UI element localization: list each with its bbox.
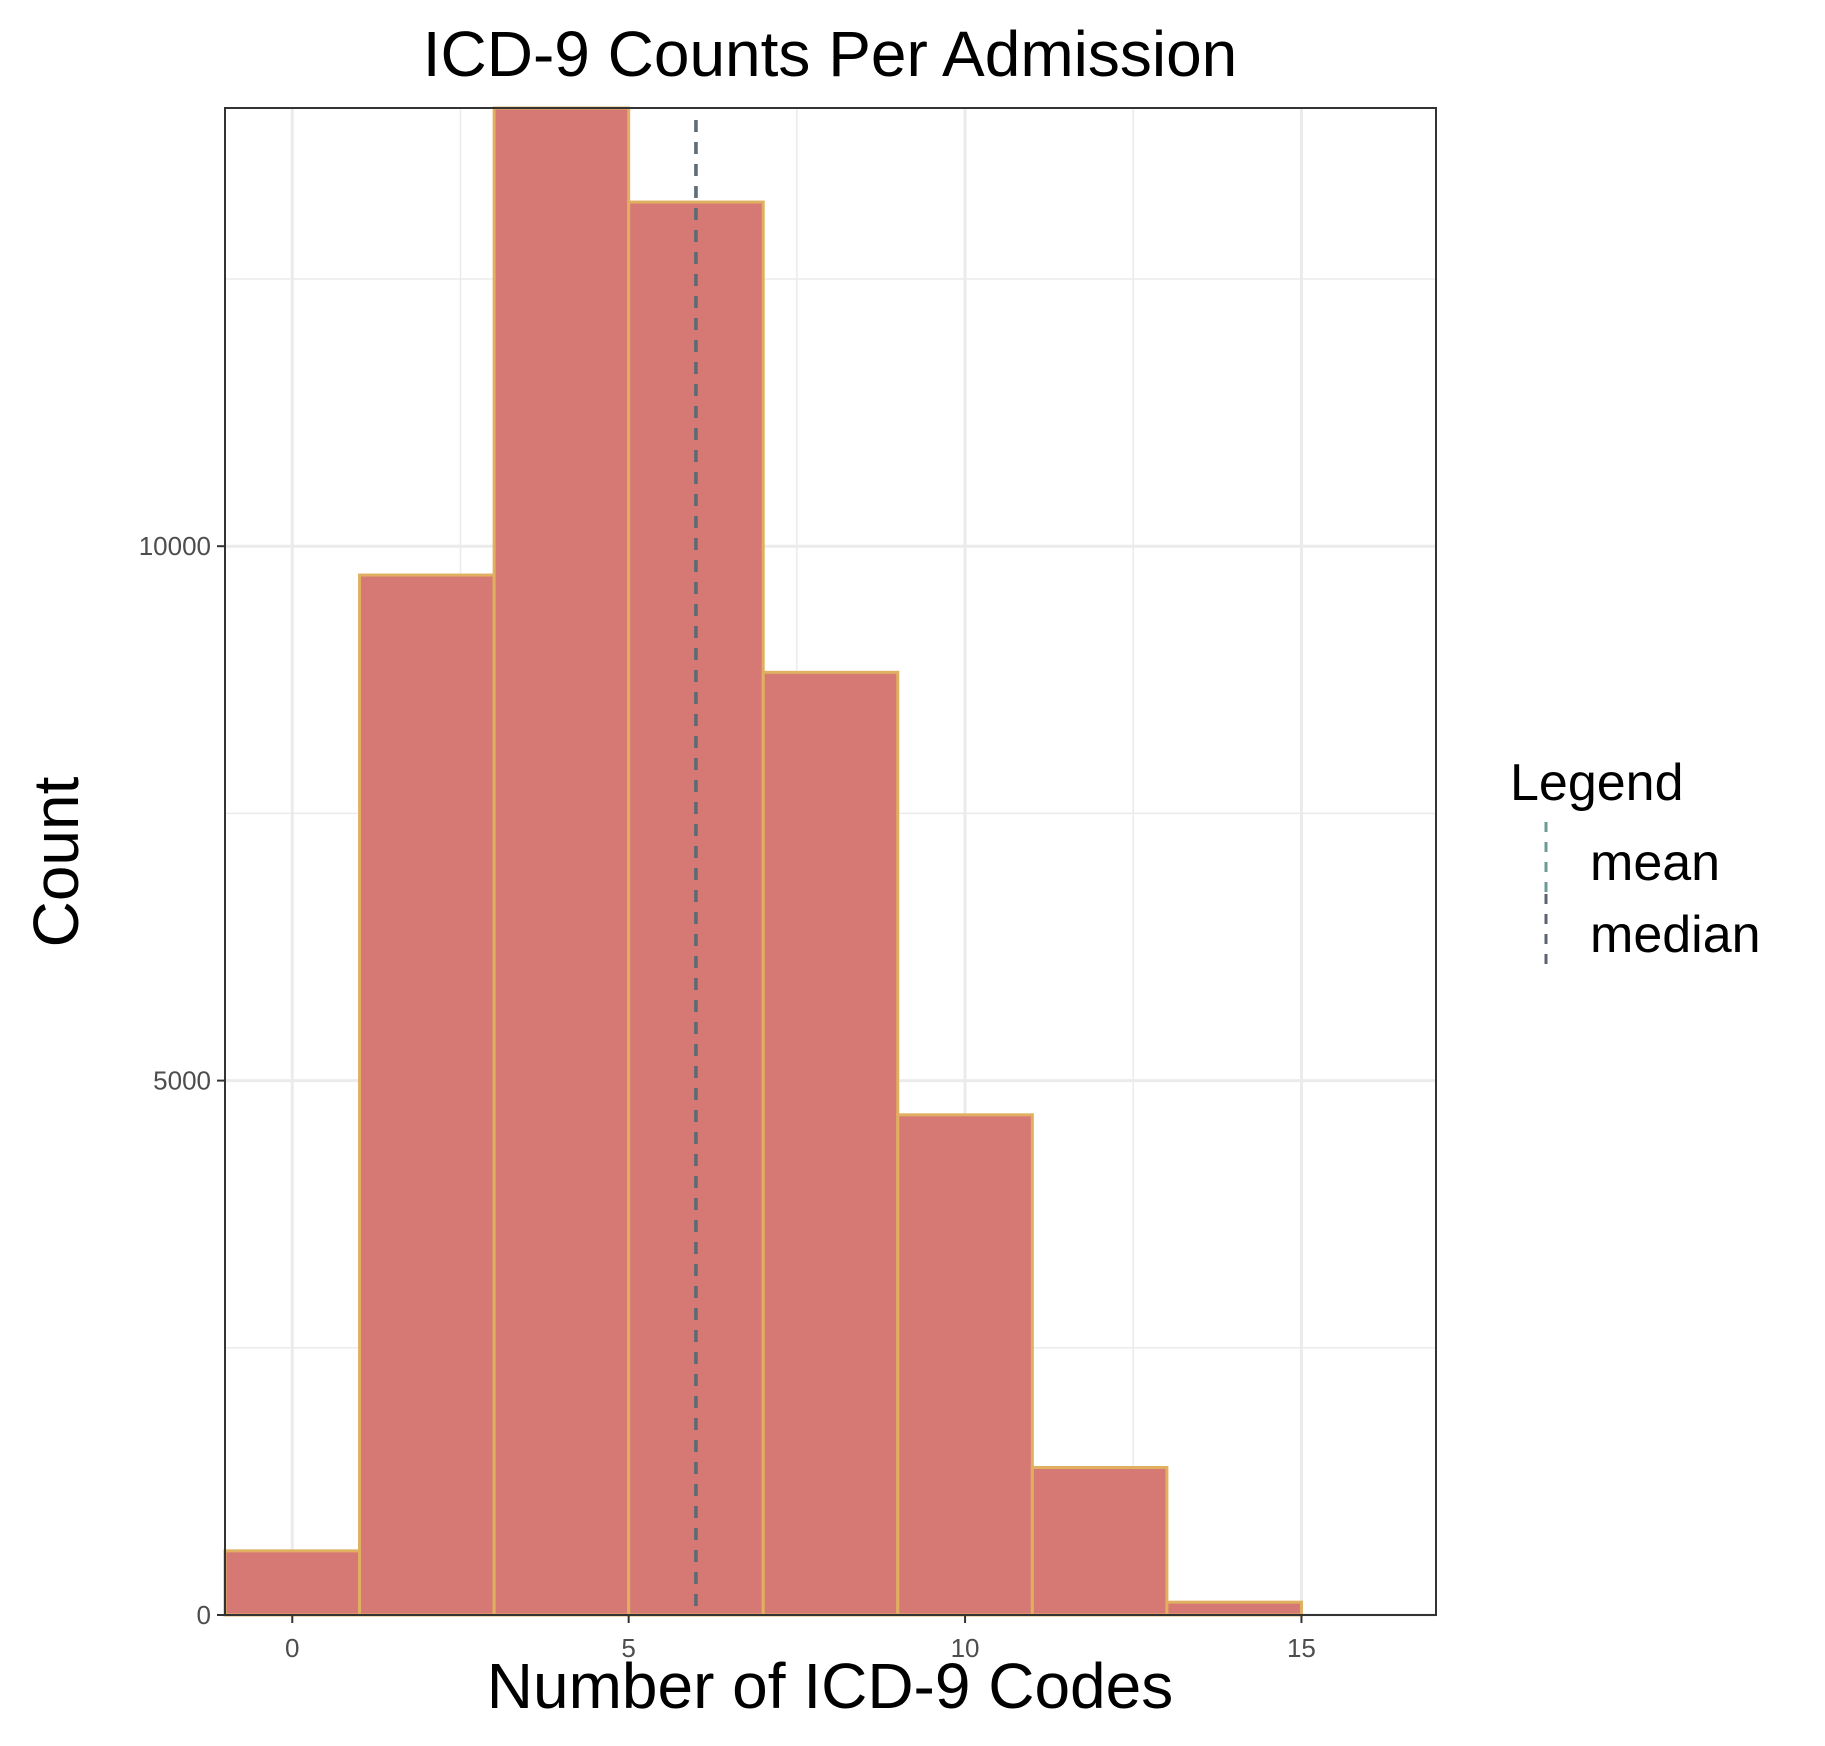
y-tick-label: 0 [197,1600,211,1630]
y-tick-label: 10000 [139,531,211,561]
legend-label-median: median [1590,906,1761,964]
x-tick-label: 15 [1287,1633,1316,1663]
legend: Legend mean median [1510,754,1761,966]
y-axis: 0 5000 10000 [139,531,225,1630]
x-tick-label: 5 [621,1633,635,1663]
x-tick-label: 0 [285,1633,299,1663]
x-tick-label: 10 [951,1633,980,1663]
panel-border [224,107,1437,1616]
histogram-bar-2 [358,573,496,1617]
histogram-bar-7 [1030,1466,1169,1617]
histogram-bar-3 [492,106,631,1617]
histogram-bar-6 [896,1113,1034,1617]
x-axis: 0 5 10 15 [285,1615,1316,1663]
y-axis-title: Count [20,776,92,947]
chart-title: ICD-9 Counts Per Admission [423,18,1238,90]
histogram-bar-1 [223,1549,362,1617]
bars [223,106,1303,1617]
y-tick-label: 5000 [153,1066,211,1096]
legend-title: Legend [1510,754,1684,812]
histogram-bar-8 [1165,1600,1303,1617]
x-axis-title: Number of ICD-9 Codes [487,1650,1173,1722]
legend-label-mean: mean [1590,834,1720,892]
histogram-bar-5 [761,670,900,1617]
